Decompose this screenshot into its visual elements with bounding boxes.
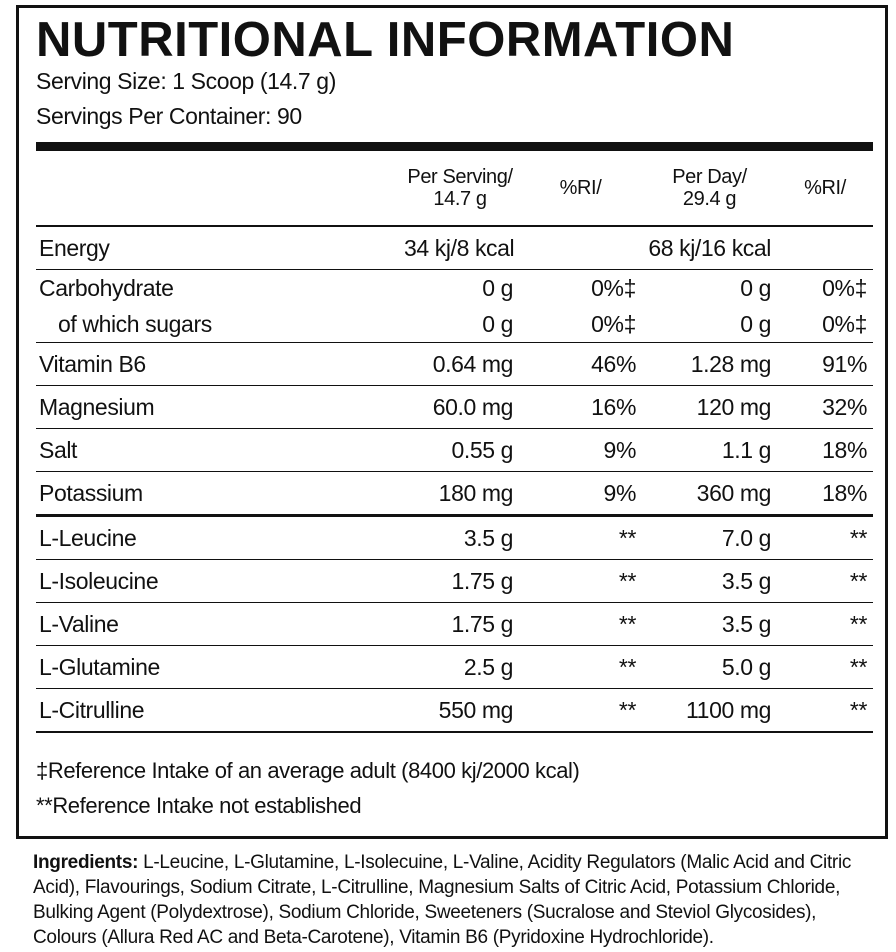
row-label: Energy	[36, 225, 401, 270]
header-cell: Per Day/29.4 g	[642, 151, 777, 227]
row-value: 0%‡	[519, 269, 642, 306]
table-row: Salt 0.55 g 9% 1.1 g 18%	[36, 428, 873, 472]
row-label: L-Citrulline	[36, 688, 401, 733]
ingredients: Ingredients: L-Leucine, L-Glutamine, L-I…	[33, 850, 873, 950]
row-value: 60.0 mg	[401, 385, 519, 429]
row-value: 9%	[519, 471, 642, 516]
servings-per-container: Servings Per Container: 90	[36, 103, 302, 129]
row-value: 0 g	[740, 310, 771, 337]
ingredients-label: Ingredients:	[33, 852, 139, 873]
row-label: Vitamin B6	[36, 342, 401, 386]
row-label: Salt	[36, 428, 401, 472]
row-value: 180 mg	[401, 471, 519, 516]
row-value: 0 g	[401, 269, 519, 306]
row-value: **	[777, 688, 873, 733]
row-value: 0.64 mg	[401, 342, 519, 386]
row-value: **	[777, 559, 873, 603]
row-label: L-Isoleucine	[36, 559, 401, 603]
row-label: Magnesium	[36, 385, 401, 429]
row-value: **	[777, 645, 873, 689]
table-row: Energy 34 kj/8 kcal 68 kj/16 kcal	[36, 225, 873, 270]
row-label: Carbohydrate	[36, 269, 401, 306]
row-value: 32%	[777, 385, 873, 429]
header-text: %RI/	[559, 177, 602, 199]
row-value: 18%	[777, 471, 873, 516]
table-row: L-Leucine 3.5 g ** 7.0 g **	[36, 514, 873, 560]
thick-rule	[36, 142, 873, 151]
row-value	[777, 225, 873, 270]
row-value: 2.5 g	[401, 645, 519, 689]
row-value: 3.5 g	[642, 559, 777, 603]
row-label: L-Glutamine	[36, 645, 401, 689]
row-value: **	[777, 514, 873, 560]
table-row: Vitamin B6 0.64 mg 46% 1.28 mg 91%	[36, 342, 873, 386]
header-cell: %RI/	[777, 151, 873, 227]
row-value: 3.5 g	[401, 514, 519, 560]
header-text: 29.4 g	[682, 188, 737, 210]
row-label: L-Valine	[36, 602, 401, 646]
serving-size: Serving Size: 1 Scoop (14.7 g)	[36, 68, 336, 94]
row-value: 9%	[519, 428, 642, 472]
row-value: 46%	[519, 342, 642, 386]
ingredients-text: L-Leucine, L-Glutamine, L-Isolecuine, L-…	[33, 852, 852, 948]
header-cell	[36, 151, 401, 227]
table-row: Magnesium 60.0 mg 16% 120 mg 32%	[36, 385, 873, 429]
header-text: Per Serving/	[407, 166, 513, 188]
row-value: 1.75 g	[401, 559, 519, 603]
row-label: of which sugars	[58, 310, 212, 337]
table-row: Carbohydrate 0 g 0%‡ 0 g 0%‡	[36, 269, 873, 306]
title: NUTRITIONAL INFORMATION	[36, 13, 735, 67]
row-value: 1100 mg	[642, 688, 777, 733]
row-value: 1.1 g	[642, 428, 777, 472]
row-value: 0%‡	[777, 269, 873, 306]
row-value: **	[519, 688, 642, 733]
row-value: 1.75 g	[401, 602, 519, 646]
row-value: 0 g	[642, 269, 777, 306]
header-text: %RI/	[804, 177, 846, 199]
row-value: 0 g	[482, 310, 513, 337]
row-value: 18%	[777, 428, 873, 472]
row-value: 91%	[777, 342, 873, 386]
row-value: **	[519, 602, 642, 646]
footnote: **Reference Intake not established	[36, 793, 362, 818]
table-row: Potassium 180 mg 9% 360 mg 18%	[36, 471, 873, 516]
row-value: 16%	[519, 385, 642, 429]
row-value: **	[519, 559, 642, 603]
row-value: 68 kj/16 kcal	[642, 225, 777, 270]
row-value: 1.28 mg	[642, 342, 777, 386]
row-value: 0.55 g	[401, 428, 519, 472]
row-value: **	[519, 514, 642, 560]
table-row: of which sugars 0 g 0%‡ 0 g 0%‡	[36, 306, 873, 343]
footnote: ‡Reference Intake of an average adult (8…	[36, 758, 580, 783]
label-box: NUTRITIONAL INFORMATION Serving Size: 1 …	[16, 5, 888, 839]
table-row: L-Valine 1.75 g ** 3.5 g **	[36, 602, 873, 646]
row-value: 7.0 g	[642, 514, 777, 560]
header-text: Per Day/	[672, 166, 747, 188]
row-value: 0%‡	[591, 310, 636, 337]
row-value: 3.5 g	[642, 602, 777, 646]
nutrition-table: Per Serving/14.7 g %RI/Per Day/29.4 g %RI/…	[36, 151, 873, 733]
header-cell: %RI/	[519, 151, 642, 227]
row-value: 5.0 g	[642, 645, 777, 689]
header-cell: Per Serving/14.7 g	[401, 151, 519, 227]
table-row: L-Isoleucine 1.75 g ** 3.5 g **	[36, 559, 873, 603]
row-label: L-Leucine	[36, 514, 401, 560]
header-text: 14.7 g	[433, 188, 487, 210]
table-row: L-Glutamine 2.5 g ** 5.0 g **	[36, 645, 873, 689]
row-value: **	[519, 645, 642, 689]
row-label: Potassium	[36, 471, 401, 516]
row-value: 34 kj/8 kcal	[401, 225, 519, 270]
table-row: L-Citrulline 550 mg ** 1100 mg **	[36, 688, 873, 733]
row-value: 550 mg	[401, 688, 519, 733]
row-value	[519, 225, 642, 270]
row-value: 360 mg	[642, 471, 777, 516]
row-value: 0%‡	[822, 310, 867, 337]
header-row: Per Serving/14.7 g %RI/Per Day/29.4 g %RI/	[36, 151, 873, 227]
row-value: **	[777, 602, 873, 646]
row-value: 120 mg	[642, 385, 777, 429]
